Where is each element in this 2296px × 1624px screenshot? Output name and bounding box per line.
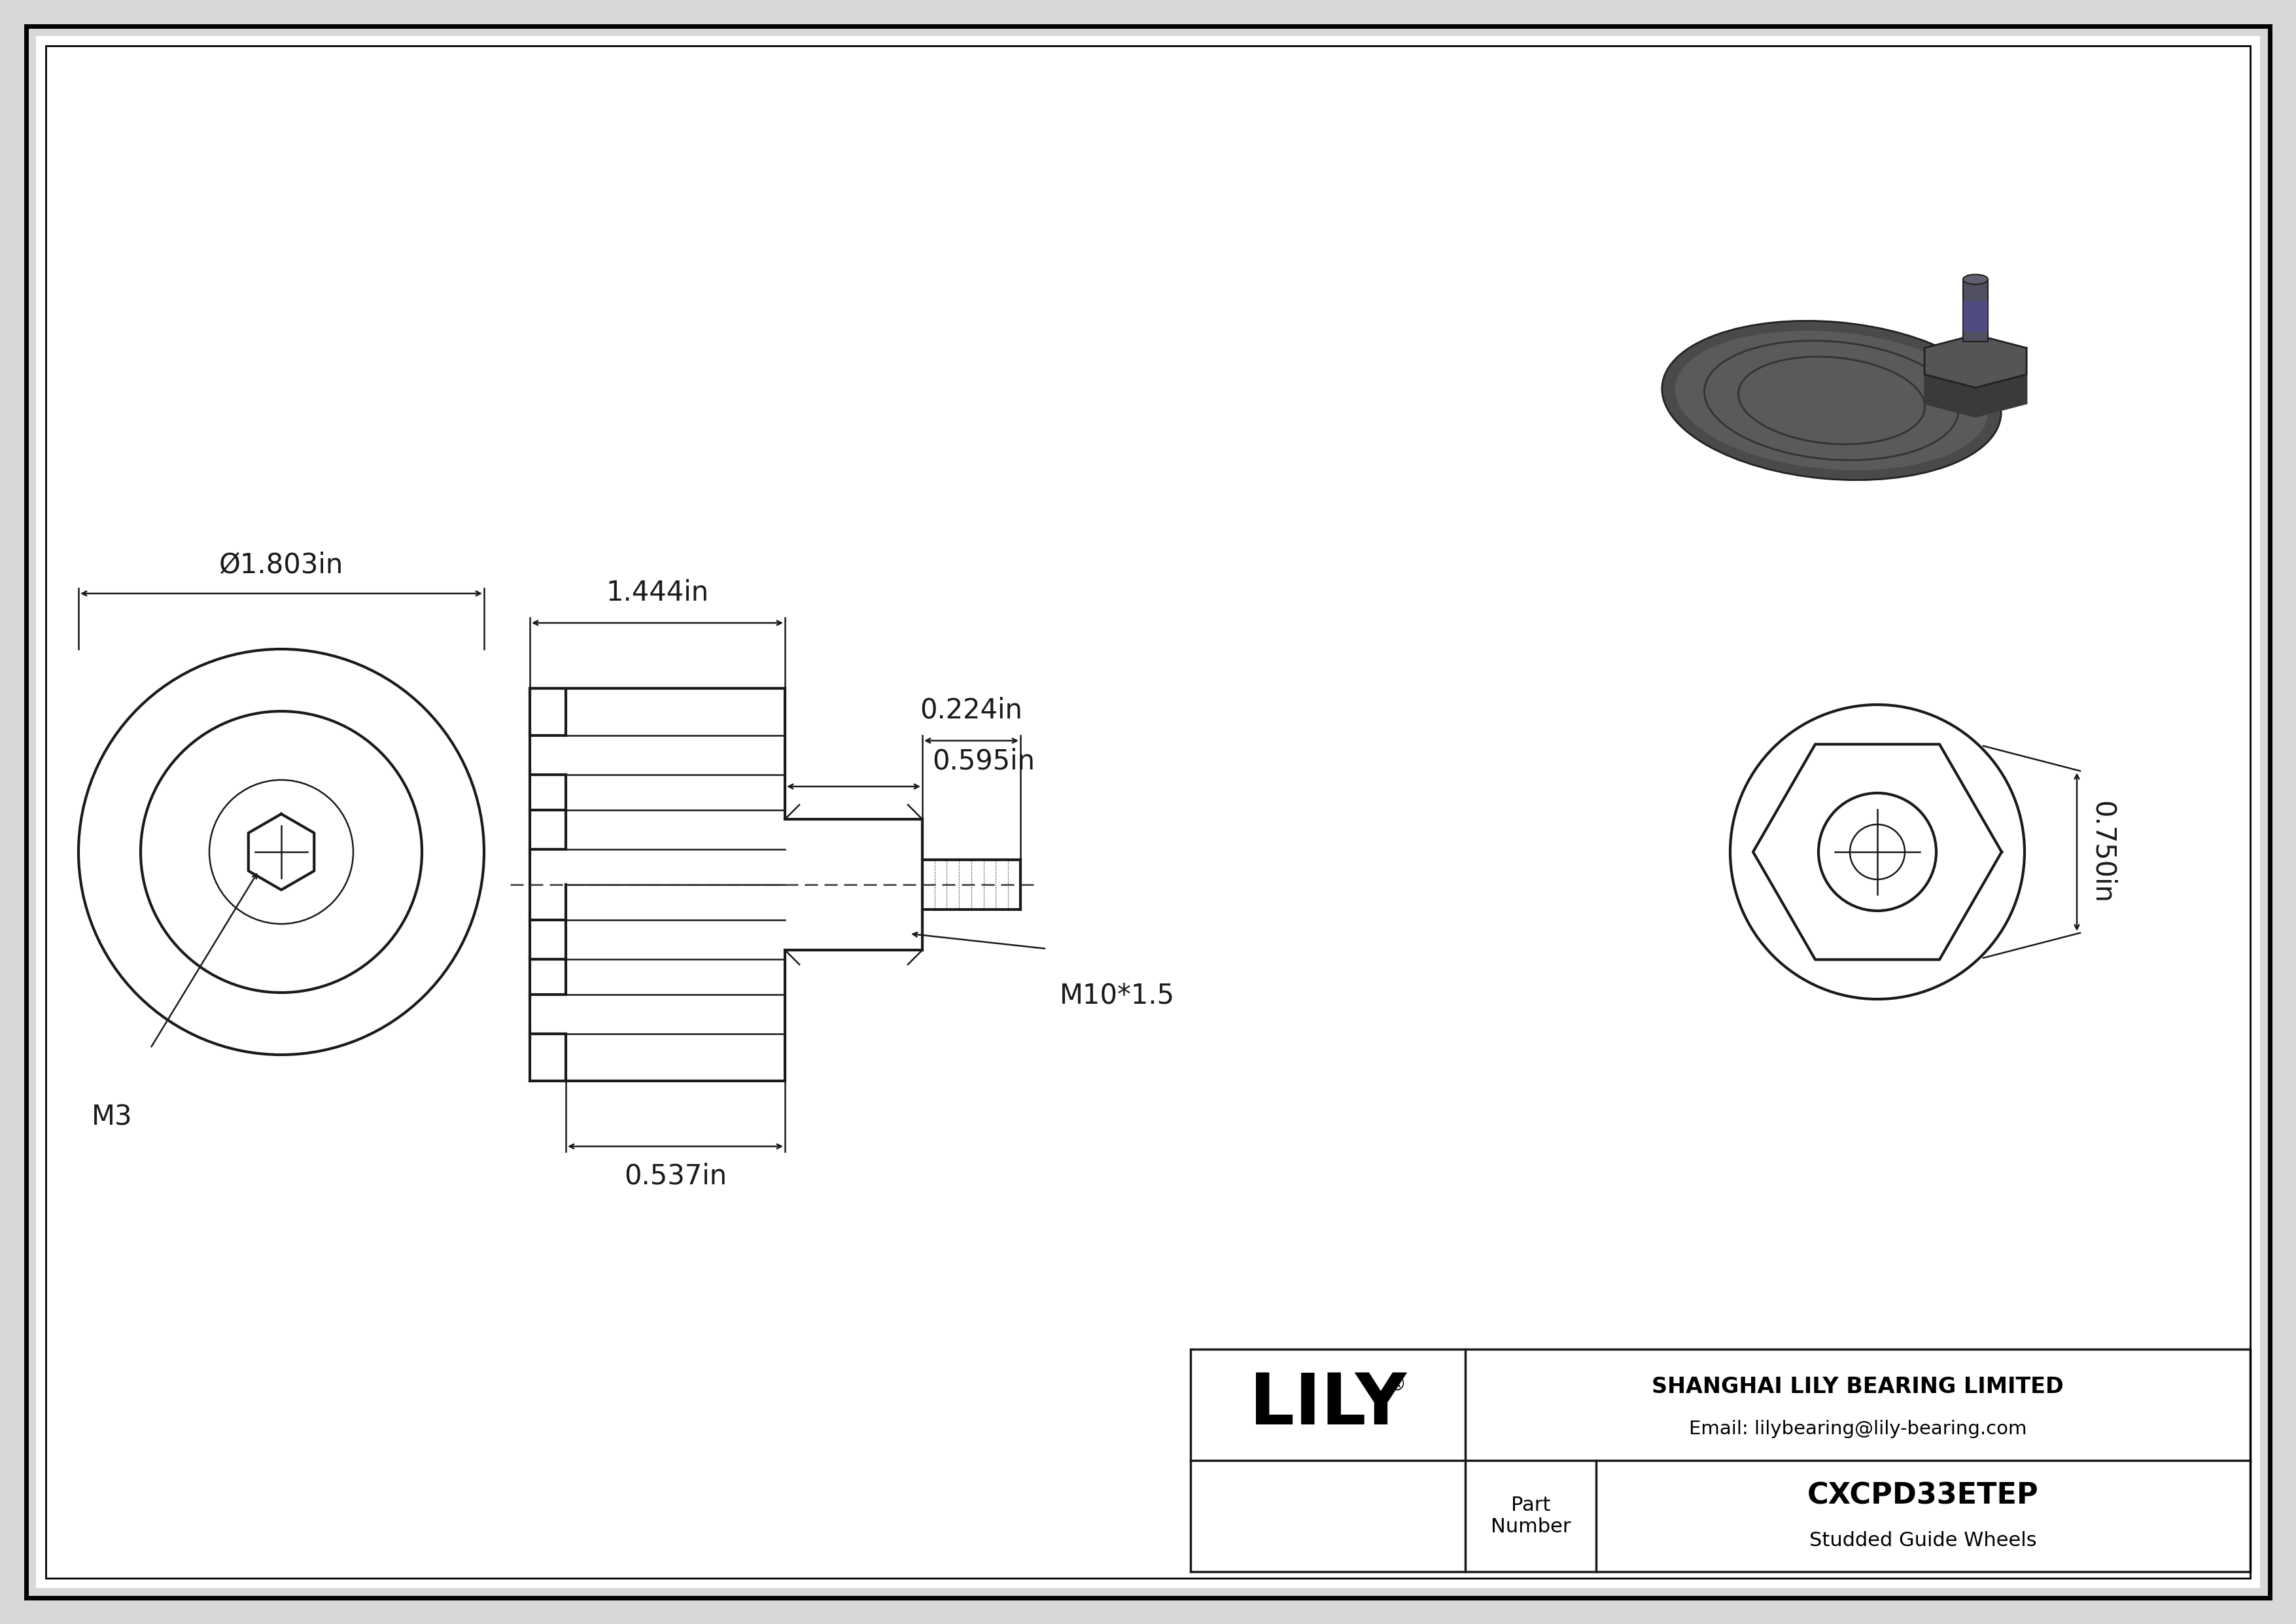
- Text: Email: lilybearing@lily-bearing.com: Email: lilybearing@lily-bearing.com: [1690, 1419, 2027, 1439]
- Text: Part
Number: Part Number: [1490, 1496, 1570, 1536]
- Ellipse shape: [1662, 322, 2002, 481]
- Polygon shape: [1975, 375, 2027, 417]
- Text: M10*1.5: M10*1.5: [1061, 981, 1176, 1009]
- Text: 0.224in: 0.224in: [921, 697, 1022, 724]
- Text: Studded Guide Wheels: Studded Guide Wheels: [1809, 1531, 2037, 1549]
- Polygon shape: [1924, 335, 1975, 377]
- Ellipse shape: [1676, 331, 1988, 471]
- Text: LILY: LILY: [1249, 1371, 1407, 1439]
- FancyBboxPatch shape: [1963, 300, 1988, 331]
- Ellipse shape: [1963, 274, 1988, 284]
- Text: 1.444in: 1.444in: [606, 580, 709, 606]
- Text: M3: M3: [92, 1104, 133, 1132]
- Polygon shape: [1924, 375, 1975, 417]
- Text: 0.595in: 0.595in: [932, 747, 1035, 775]
- Text: 0.750in: 0.750in: [2089, 801, 2117, 903]
- Text: CXCPD33ETEP: CXCPD33ETEP: [1807, 1483, 2039, 1510]
- Text: Ø1.803in: Ø1.803in: [218, 552, 344, 580]
- Bar: [1192, 1350, 2250, 1572]
- Polygon shape: [1924, 335, 2027, 388]
- FancyBboxPatch shape: [1963, 279, 1988, 341]
- Text: 0.537in: 0.537in: [625, 1163, 728, 1190]
- Text: SHANGHAI LILY BEARING LIMITED: SHANGHAI LILY BEARING LIMITED: [1651, 1376, 2064, 1398]
- Text: ®: ®: [1387, 1376, 1407, 1395]
- Polygon shape: [1975, 335, 2027, 377]
